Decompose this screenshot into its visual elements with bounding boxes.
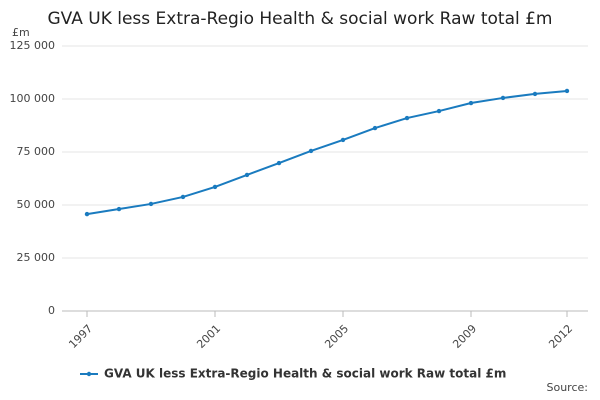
y-tick-label: 125 000 [10, 39, 56, 52]
point [532, 91, 538, 97]
point [276, 160, 282, 166]
x-tick-label: 2005 [322, 322, 351, 351]
y-tick-label: 25 000 [17, 251, 56, 264]
point [148, 201, 154, 207]
x-tick-label: 2009 [450, 322, 479, 351]
point [436, 108, 442, 114]
point [500, 95, 506, 101]
legend-marker [86, 371, 92, 377]
point [84, 211, 90, 217]
y-tick-label: 0 [48, 304, 55, 317]
y-tick-label: 50 000 [17, 198, 56, 211]
point [372, 125, 378, 131]
x-tick-label: 2001 [194, 322, 223, 351]
x-tick-label: 2012 [546, 322, 575, 351]
chart-title: GVA UK less Extra-Regio Health & social … [48, 9, 553, 29]
point [244, 172, 250, 178]
y-axis-label: £m [12, 26, 30, 39]
point [308, 148, 314, 154]
line [86, 89, 568, 216]
point [468, 100, 474, 106]
source: Source: [547, 381, 589, 394]
y-tick-label: 75 000 [17, 145, 56, 158]
point [180, 194, 186, 200]
point [340, 137, 346, 143]
point [116, 206, 122, 212]
point [564, 88, 570, 94]
y-tick-label: 100 000 [10, 92, 56, 105]
x-tick-label: 1997 [66, 322, 95, 351]
point [212, 184, 218, 190]
legend-label: GVA UK less Extra-Regio Health & social … [104, 367, 506, 381]
point [404, 115, 410, 121]
